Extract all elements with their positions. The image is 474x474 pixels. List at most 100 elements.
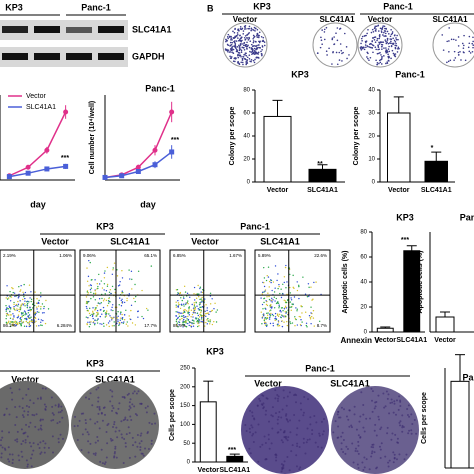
event [105,324,108,326]
colony [383,55,385,57]
group-label: Panc-1 [305,363,335,373]
colony [226,43,229,46]
cell [281,408,284,411]
cell [285,413,288,416]
colony [375,25,378,28]
y-tick-label: 20 [360,305,367,311]
event [268,295,270,298]
colony [378,37,380,40]
colony [392,37,394,40]
x-axis-label: day [140,199,156,209]
event [201,299,203,301]
event [298,315,300,318]
cell [378,445,381,448]
event [261,291,264,294]
cell [370,387,373,390]
event [21,313,23,315]
cell [33,414,36,417]
event [186,292,189,295]
event [7,297,10,299]
cell [377,394,380,397]
colony [333,36,335,38]
event [25,318,28,321]
colony [232,37,235,39]
event [194,312,196,314]
event [17,303,20,306]
event [190,325,192,327]
cell [275,459,278,462]
cell [22,415,25,418]
colony [250,59,253,61]
cell [84,422,87,425]
event [87,292,90,294]
cell [88,397,91,400]
cell [342,438,345,441]
colony [229,55,231,58]
colony [378,52,380,55]
event [13,292,16,294]
event [126,299,128,302]
cell [138,442,141,445]
event [24,314,26,316]
colony [372,51,374,54]
colony [261,54,263,57]
event [101,323,103,325]
event [290,297,292,299]
insert [0,381,69,469]
event [269,322,272,325]
event [41,312,44,314]
cell [87,440,90,443]
event [264,321,266,323]
colony [252,34,255,37]
colony [240,51,243,54]
event [104,293,106,295]
colony [395,42,397,45]
cell [128,401,131,404]
event [141,289,143,292]
event [86,291,89,293]
event [7,321,9,324]
event [178,313,180,315]
colony [246,56,249,59]
event [120,311,122,313]
event [277,323,279,325]
event [275,317,277,320]
event [185,325,187,328]
colony [250,29,252,32]
band-label: GAPDH [132,51,165,61]
event [123,314,126,316]
colony [360,46,362,48]
chart-title: KP3 [396,212,414,222]
event [283,316,285,318]
cell [131,436,134,439]
colony [239,34,241,37]
cell [97,439,100,442]
x-tick-label: Vector [388,187,410,194]
event [111,273,114,276]
event [175,306,177,308]
event [108,291,111,293]
colony [365,41,367,44]
event [261,317,264,319]
event [35,325,38,327]
event [271,313,274,316]
event [133,297,135,300]
cell [37,428,40,431]
event [200,309,202,311]
event [28,323,31,325]
event [185,316,187,318]
colony [365,46,367,49]
event [117,311,119,313]
colony [464,59,467,62]
event [85,305,88,308]
image-label: SLC41A1 [95,374,135,384]
event [272,281,275,283]
event [194,299,196,301]
event [196,319,199,322]
event [18,308,20,311]
cell [40,451,43,454]
bar [308,168,337,183]
event [289,286,291,289]
event [22,291,24,294]
cell [24,441,27,444]
